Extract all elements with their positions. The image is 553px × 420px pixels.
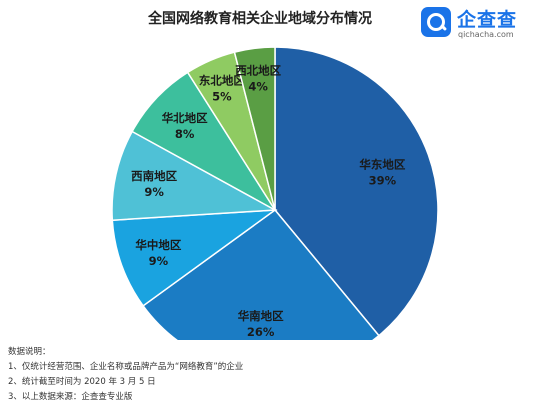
slice-label-7: 西北地区 [235,63,281,77]
note-item-3: 3、以上数据来源：企查查专业版 [8,392,133,402]
slice-value-3: 9% [149,254,169,268]
pie-slice-4 [111,130,278,222]
slice-value-6: 5% [212,89,232,103]
notes-heading: 数据说明： [8,347,51,357]
chart-title: 全国网络教育相关企业地域分布情况 [148,11,372,27]
pie-chart: 华东地区 39% 华南地区 26% 华中地区 9% 西南地区 9% 华北地区 8% 东北地区 5%西北… [111,46,439,340]
slice-label-4: 西南地区 [131,169,177,183]
logo-url: qichacha.com [458,30,514,39]
pie-slice-2 [142,208,380,340]
slice-value-7: 4% [248,79,268,93]
brand-logo: 企查查 qichacha.com [421,5,549,45]
slice-label-3: 华中地区 [135,238,181,252]
slice-label-6: 东北地区 [199,73,245,87]
pie-slice-7 [233,46,276,211]
slice-value-1: 39% [369,173,397,187]
slice-label-5: 华北地区 [162,111,208,125]
note-item-1: 1、仅统计经营范围、企业名称或品牌产品为“网络教育”的企业 [8,362,244,372]
logo-name: 企查查 [457,9,518,31]
slice-label-2: 华南地区 [238,309,284,323]
qichacha-logo-icon [421,7,451,37]
slice-label-1: 华东地区 [359,157,405,171]
pie-slice-1 [274,46,439,337]
slice-value-4: 9% [144,185,164,199]
slice-value-2: 26% [247,325,275,339]
pie-slice-3 [111,209,278,307]
note-item-2: 2、统计截至时间为 2020 年 3 月 5 日 [8,377,156,387]
data-notes: 数据说明： 1、仅统计经营范围、企业名称或品牌产品为“网络教育”的企业 2、统计… [8,345,243,405]
slice-value-5: 8% [175,127,195,141]
